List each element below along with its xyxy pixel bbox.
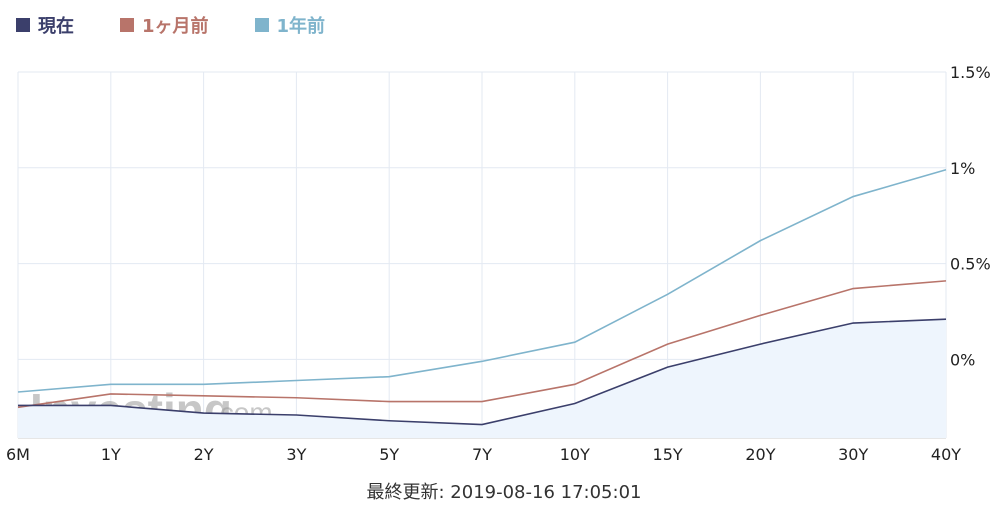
x-axis-labels: 6M 1Y 2Y 3Y 5Y 7Y 10Y 15Y 20Y 30Y 40Y	[6, 445, 961, 464]
x-tick-label: 2Y	[194, 445, 214, 464]
y-tick-label: 0.5%	[950, 255, 991, 274]
series-area	[18, 319, 946, 438]
y-tick-label: 0%	[950, 350, 975, 369]
y-tick-label: 1%	[950, 159, 975, 178]
x-tick-label: 6M	[6, 445, 30, 464]
x-tick-label: 20Y	[745, 445, 775, 464]
legend-label: 現在	[38, 16, 74, 37]
legend-swatch	[254, 18, 269, 32]
chart-legend: 現在 1ヶ月前 1年前	[16, 12, 325, 38]
x-tick-label: 3Y	[286, 445, 306, 464]
legend-item[interactable]: 1年前	[254, 12, 326, 38]
y-axis-labels: 1.5% 1% 0.5% 0%	[950, 63, 991, 369]
series-lines	[17, 168, 947, 426]
grid-lines	[17, 71, 947, 439]
last-updated-text: 最終更新: 2019-08-16 17:05:01	[366, 482, 642, 503]
y-tick-label: 1.5%	[950, 63, 991, 82]
x-tick-label: 10Y	[560, 445, 590, 464]
legend-item[interactable]: 1ヶ月前	[120, 12, 209, 38]
legend-swatch	[16, 18, 30, 32]
x-tick-label: 30Y	[838, 445, 868, 464]
legend-label: 1年前	[276, 16, 326, 37]
x-tick-label: 5Y	[379, 445, 399, 464]
x-tick-label: 15Y	[653, 445, 683, 464]
x-tick-label: 40Y	[931, 445, 961, 464]
x-tick-label: 7Y	[472, 445, 492, 464]
area-fill-layer	[18, 319, 946, 438]
legend-label: 1ヶ月前	[142, 16, 209, 37]
legend-item[interactable]: 現在	[16, 12, 74, 38]
x-tick-label: 1Y	[101, 445, 121, 464]
legend-swatch	[120, 18, 134, 32]
